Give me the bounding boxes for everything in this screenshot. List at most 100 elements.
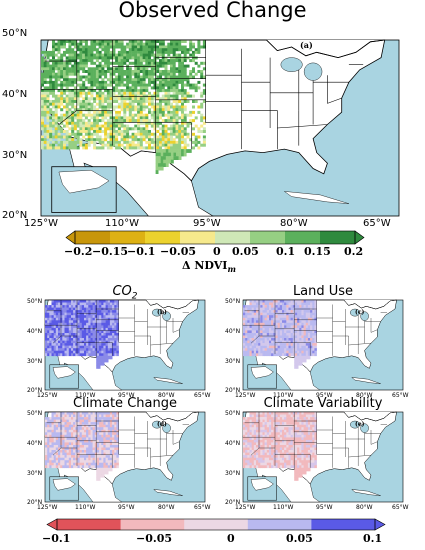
lon-tick: 110°W xyxy=(75,504,96,511)
state-borders xyxy=(243,300,387,358)
lon-tick: 125°W xyxy=(235,504,256,511)
panel-label-a: (a) xyxy=(300,40,313,50)
lat-tick: 50°N xyxy=(225,298,241,305)
lat-tick: 50°N xyxy=(27,410,43,417)
lat-tick: 20°N xyxy=(225,387,241,394)
cb-tick-2: −0.15 xyxy=(92,245,129,258)
bottom-colorbar-arrow-left xyxy=(46,518,58,531)
panel-label: (c) xyxy=(355,309,365,316)
lon-tick-80: 80°W xyxy=(280,218,308,229)
cb-tick-1: −0.2 xyxy=(64,245,93,258)
lon-tick: 65°W xyxy=(392,392,409,399)
main-title: Observed Change xyxy=(118,0,307,22)
colorbar-segment xyxy=(285,231,321,244)
lon-tick: 95°W xyxy=(316,392,333,399)
great-lake xyxy=(350,308,361,317)
colorbar-label: Δ NDVIm xyxy=(182,259,236,275)
lat-tick: 30°N xyxy=(225,470,241,477)
bottom-colorbar-segment xyxy=(57,519,121,530)
canada-border xyxy=(243,411,397,422)
lon-tick: 65°W xyxy=(194,392,211,399)
state-borders xyxy=(45,412,189,470)
canada-land xyxy=(41,40,399,58)
bottom-colorbar-segment xyxy=(184,519,249,530)
canada-border xyxy=(45,411,199,422)
lat-tick: 40°N xyxy=(225,440,241,447)
alaska-land xyxy=(52,478,76,491)
bcb-tick-2: −0.05 xyxy=(136,532,173,545)
lon-tick: 80°W xyxy=(356,392,373,399)
colorbar-segment xyxy=(110,231,146,244)
great-lake xyxy=(151,308,162,317)
alaska-land xyxy=(52,366,76,379)
cb-tick-5: 0 xyxy=(213,245,221,258)
colorbar-segment xyxy=(145,231,181,244)
lat-tick-30: 30°N xyxy=(2,150,28,161)
bottom-colorbar-segment xyxy=(247,519,312,530)
cuba-land xyxy=(153,377,183,384)
canada-border xyxy=(41,39,385,59)
cb-tick-3: −0.1 xyxy=(127,245,156,258)
canada-land xyxy=(45,412,205,421)
canada-land xyxy=(45,300,205,309)
ndvi-cells xyxy=(243,300,317,369)
cb-tick-9: 0.2 xyxy=(344,245,364,258)
lon-tick-110: 110°W xyxy=(105,218,139,229)
panel-label: (d) xyxy=(157,421,167,428)
main-colorbar-bar xyxy=(65,230,365,245)
lon-tick: 125°W xyxy=(37,504,58,511)
canada-border xyxy=(45,299,199,310)
lon-tick: 125°W xyxy=(235,392,256,399)
panel-title-text: Climate Variability xyxy=(263,396,383,411)
lat-tick: 30°N xyxy=(27,358,43,365)
lat-tick: 30°N xyxy=(225,358,241,365)
lat-tick-20: 20°N xyxy=(2,210,28,221)
lon-tick: 80°W xyxy=(158,504,175,511)
lon-tick: 95°W xyxy=(118,504,135,511)
lon-tick-95: 95°W xyxy=(193,218,221,229)
great-lake xyxy=(350,420,361,429)
alaska-land xyxy=(250,366,274,379)
main-map xyxy=(40,39,400,217)
ndvi-cells xyxy=(243,412,317,481)
cuba-land xyxy=(351,377,381,384)
cuba-land xyxy=(283,191,349,204)
great-lake xyxy=(151,420,162,429)
panel-title: Climate Change xyxy=(45,396,205,414)
panel-title-text: Land Use xyxy=(292,284,354,299)
lon-tick: 80°W xyxy=(356,504,373,511)
lon-tick: 95°W xyxy=(316,504,333,511)
lat-tick: 20°N xyxy=(27,499,43,506)
colorbar-segment xyxy=(75,231,111,244)
cb-tick-4: −0.05 xyxy=(160,245,197,258)
lat-tick: 20°N xyxy=(27,387,43,394)
panel-title-text: CO xyxy=(112,284,132,299)
cb-tick-7: 0.1 xyxy=(276,245,296,258)
lat-tick: 20°N xyxy=(225,499,241,506)
state-borders xyxy=(243,412,387,470)
great-lake xyxy=(280,57,303,72)
alaska-land xyxy=(58,169,110,194)
lat-tick: 40°N xyxy=(225,328,241,335)
state-borders xyxy=(41,40,364,153)
great-lake xyxy=(360,311,369,321)
cuba-land xyxy=(153,489,183,496)
bcb-tick-1: −0.1 xyxy=(42,532,71,545)
lon-tick: 125°W xyxy=(37,392,58,399)
bottom-colorbar-segment xyxy=(311,519,376,530)
lat-tick-50: 50°N xyxy=(2,28,28,39)
lon-tick: 110°W xyxy=(75,392,96,399)
colorbar-segment xyxy=(215,231,251,244)
panel-title-sub: 2 xyxy=(131,291,138,302)
lon-tick: 80°W xyxy=(158,392,175,399)
colorbar-segment xyxy=(180,231,216,244)
lat-tick-40: 40°N xyxy=(2,89,28,100)
ndvi-cells xyxy=(41,40,206,174)
canada-land xyxy=(243,412,403,421)
bcb-tick-5: 0.1 xyxy=(363,532,383,545)
cb-tick-6: 0.05 xyxy=(232,245,259,258)
panel-title-text: Climate Change xyxy=(73,396,177,411)
great-lake xyxy=(162,311,171,321)
